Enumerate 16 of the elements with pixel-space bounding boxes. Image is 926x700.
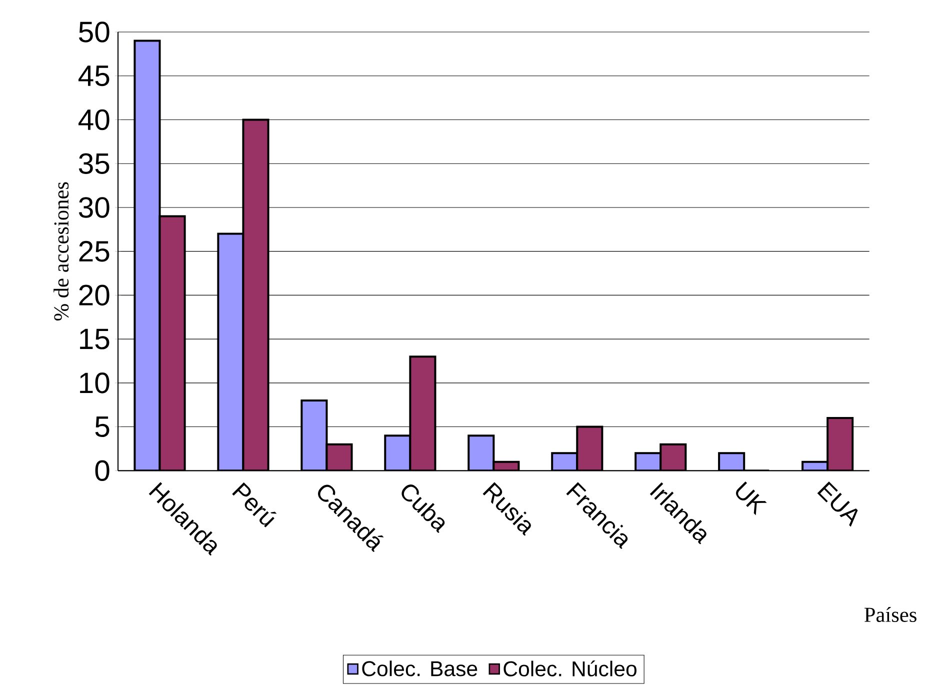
x-axis-title: Países: [864, 606, 916, 622]
y-tick-label: 35: [78, 153, 110, 174]
y-tick-label: 20: [79, 284, 110, 306]
legend-label: Colec. Núcleo: [504, 660, 636, 676]
y-tick-label: 0: [95, 460, 110, 482]
y-tick-label: 5: [95, 416, 110, 438]
y-tick-label: 50: [78, 22, 110, 42]
y-axis-title: % de accesiones: [54, 182, 69, 320]
y-tick-label: 40: [78, 109, 110, 130]
y-tick-label: 30: [78, 197, 110, 218]
y-tick-label: 15: [80, 328, 110, 350]
y-tick-label: 45: [78, 66, 110, 86]
x-tick-label: UK: [736, 481, 767, 516]
legend-label: Colec. Base: [362, 660, 478, 676]
y-tick-label: 10: [80, 372, 110, 394]
y-tick-label: 25: [79, 240, 110, 262]
